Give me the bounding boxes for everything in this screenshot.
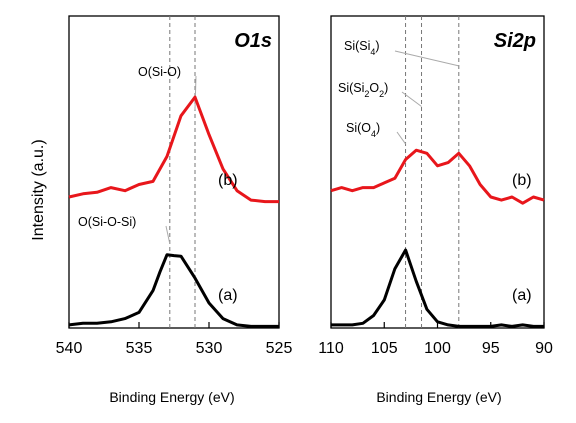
x-axis-title-si2p: Binding Energy (eV) — [376, 389, 501, 405]
series-line-a — [331, 248, 544, 328]
panel-si2p: Si2p 110 105 100 95 90 Si(Si4) Si(Si2O2) Si(O4… — [318, 15, 553, 405]
x-axis-ticks-si2p: 110 105 100 95 90 — [318, 322, 553, 357]
x-tick-label: 100 — [424, 340, 451, 357]
series-layer-si2p: (a) (b) — [330, 148, 545, 328]
series-line-b — [68, 95, 279, 204]
series-label-b: (b) — [512, 172, 532, 189]
series-label-a: (a) — [218, 287, 238, 304]
x-tick-label: 535 — [126, 340, 153, 357]
peak-annotations-o1s: O(Si-O) O(Si-O-Si) — [78, 65, 197, 244]
x-axis-ticks-o1s: 540 535 530 525 — [56, 322, 293, 357]
panel-o1s: O1s 540 535 530 525 O(Si-O) O(Si-O-Si) (a) (b… — [56, 15, 293, 405]
x-tick-label: 95 — [482, 340, 500, 357]
plot-frame-o1s — [68, 15, 280, 329]
series-line-a — [68, 253, 279, 328]
series-label-b: (b) — [218, 172, 238, 189]
peak-annotations-si2p: Si(Si4) Si(Si2O2) Si(O4) — [338, 39, 459, 145]
peak-annotation: Si(Si2O2) — [338, 81, 388, 99]
series-layer-o1s: (a) (b) — [68, 95, 279, 328]
x-tick-label: 540 — [56, 340, 83, 357]
x-tick-label: 90 — [535, 340, 553, 357]
panel-title-si2p: Si2p — [494, 30, 536, 52]
series-label-a: (a) — [512, 287, 532, 304]
annotation-leader — [396, 131, 406, 145]
reference-lines-si2p — [405, 16, 460, 328]
annotation-leader — [394, 50, 459, 67]
peak-annotation: Si(Si4) — [344, 39, 380, 57]
x-tick-label: 530 — [196, 340, 223, 357]
annotation-leader — [401, 91, 422, 107]
peak-annotation: O(Si-O-Si) — [78, 215, 136, 229]
peak-annotation: Si(O4) — [346, 121, 380, 139]
reference-lines-o1s — [169, 16, 196, 328]
y-axis-label: Intensity (a.u.) — [30, 139, 47, 240]
annotation-leader — [194, 75, 197, 110]
x-tick-label: 110 — [318, 340, 344, 357]
x-tick-label: 105 — [371, 340, 398, 357]
annotation-leader — [165, 225, 171, 244]
x-tick-label: 525 — [266, 340, 293, 357]
x-axis-title-o1s: Binding Energy (eV) — [109, 389, 234, 405]
panel-title-o1s: O1s — [234, 30, 272, 52]
peak-annotation: O(Si-O) — [138, 65, 181, 79]
series-line-b — [330, 148, 545, 205]
